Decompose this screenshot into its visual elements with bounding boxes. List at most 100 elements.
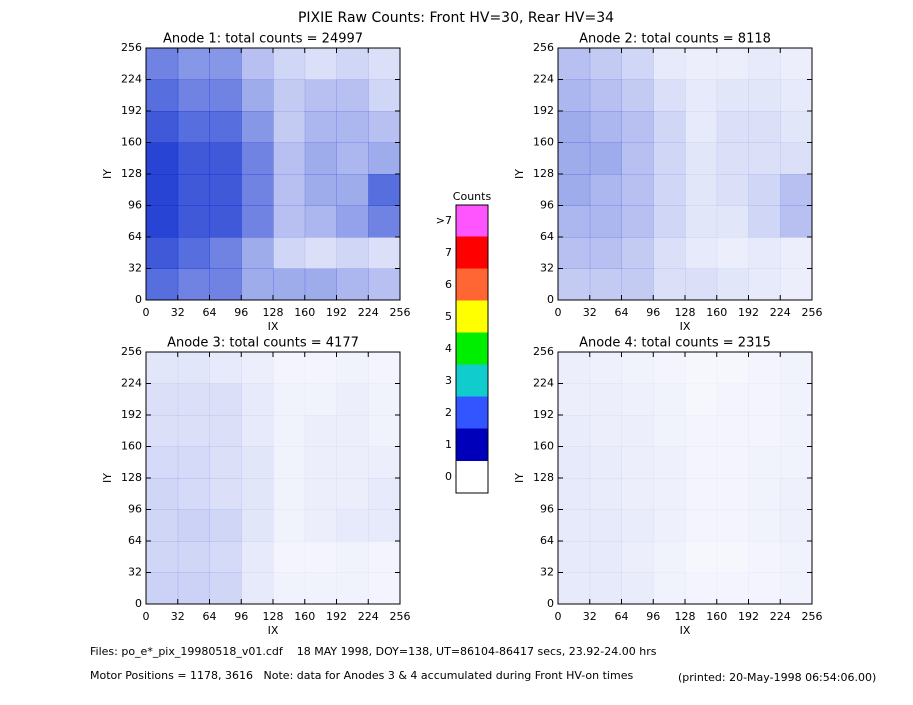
- y-tick-label: 96: [128, 503, 142, 516]
- panel-title: Anode 2: total counts = 8118: [579, 32, 771, 47]
- density-cell: [273, 142, 306, 175]
- density-cell: [304, 541, 337, 573]
- colorbar-label: 7: [445, 246, 452, 259]
- density-cell: [146, 541, 179, 573]
- density-cell: [589, 111, 622, 143]
- density-cell: [558, 205, 591, 238]
- density-cell: [304, 352, 337, 384]
- density-cell: [273, 268, 306, 301]
- density-cell: [748, 237, 781, 269]
- density-cell: [653, 142, 686, 175]
- density-cell: [685, 79, 718, 112]
- density-cell: [336, 268, 369, 301]
- density-cell: [685, 541, 718, 573]
- y-tick-label: 0: [547, 597, 554, 610]
- colorbar-swatch: [455, 204, 489, 238]
- density-cell: [780, 352, 813, 384]
- density-cell: [209, 383, 242, 416]
- colorbar-label: 3: [445, 374, 452, 387]
- density-cell: [273, 205, 306, 238]
- density-cell: [653, 174, 686, 206]
- x-tick-label: 160: [706, 306, 727, 319]
- density-cell: [304, 383, 337, 416]
- density-cell: [177, 446, 210, 479]
- figure-title: PIXIE Raw Counts: Front HV=30, Rear HV=3…: [298, 10, 614, 26]
- density-cell: [177, 142, 210, 175]
- density-cell: [589, 237, 622, 269]
- density-cell: [589, 509, 622, 542]
- x-axis-label: IX: [268, 320, 279, 333]
- density-cell: [685, 205, 718, 238]
- density-cell: [273, 572, 306, 605]
- density-cell: [621, 79, 654, 112]
- density-cell: [146, 111, 179, 143]
- x-tick-label: 0: [143, 306, 150, 319]
- y-tick-label: 32: [540, 262, 554, 275]
- density-cell: [780, 174, 813, 206]
- y-axis-label: IY: [513, 473, 526, 483]
- density-cell: [589, 352, 622, 384]
- density-cell: [685, 174, 718, 206]
- density-cell: [336, 383, 369, 416]
- density-cell: [146, 509, 179, 542]
- density-cell: [621, 478, 654, 510]
- density-cell: [241, 79, 274, 112]
- density-cell: [273, 478, 306, 510]
- y-tick-label: 256: [121, 41, 142, 54]
- x-tick-label: 64: [203, 306, 217, 319]
- x-tick-label: 32: [171, 610, 185, 623]
- density-cell: [589, 572, 622, 605]
- density-cell: [558, 48, 591, 80]
- density-cell: [304, 572, 337, 605]
- colorbar-swatch: [455, 268, 489, 302]
- y-tick-label: 160: [121, 136, 142, 149]
- density-cell: [177, 509, 210, 542]
- density-cell: [716, 48, 749, 80]
- density-cell: [304, 79, 337, 112]
- density-cell: [780, 572, 813, 605]
- density-cell: [653, 352, 686, 384]
- density-cell: [589, 205, 622, 238]
- density-cell: [304, 268, 337, 301]
- density-cell: [748, 572, 781, 605]
- density-cell: [146, 237, 179, 269]
- colorbar-label: 5: [445, 310, 452, 323]
- density-cell: [241, 268, 274, 301]
- density-cell: [304, 237, 337, 269]
- density-cell: [716, 541, 749, 573]
- y-tick-label: 224: [121, 377, 142, 390]
- colorbar-label: 4: [445, 342, 452, 355]
- density-cell: [558, 237, 591, 269]
- density-cell: [336, 237, 369, 269]
- density-cell: [368, 205, 401, 238]
- x-tick-label: 256: [802, 610, 823, 623]
- colorbar-label: 1: [445, 438, 452, 451]
- density-cell: [621, 352, 654, 384]
- x-tick-label: 32: [583, 610, 597, 623]
- x-tick-label: 192: [738, 610, 759, 623]
- y-tick-label: 96: [540, 199, 554, 212]
- density-cell: [146, 142, 179, 175]
- colorbar-swatch: [455, 364, 489, 398]
- density-cell: [716, 415, 749, 447]
- density-cell: [653, 478, 686, 510]
- density-cell: [146, 415, 179, 447]
- x-tick-label: 160: [294, 610, 315, 623]
- x-tick-label: 0: [555, 306, 562, 319]
- density-cell: [653, 383, 686, 416]
- density-cell: [685, 237, 718, 269]
- density-cell: [177, 205, 210, 238]
- density-cell: [241, 48, 274, 80]
- density-cell: [780, 79, 813, 112]
- density-cell: [621, 174, 654, 206]
- density-cell: [241, 446, 274, 479]
- density-cell: [177, 541, 210, 573]
- density-cell: [209, 446, 242, 479]
- density-cell: [780, 415, 813, 447]
- density-cell: [685, 48, 718, 80]
- density-cell: [146, 268, 179, 301]
- density-cell: [589, 142, 622, 175]
- density-cell: [716, 352, 749, 384]
- density-cell: [748, 205, 781, 238]
- density-cell: [241, 383, 274, 416]
